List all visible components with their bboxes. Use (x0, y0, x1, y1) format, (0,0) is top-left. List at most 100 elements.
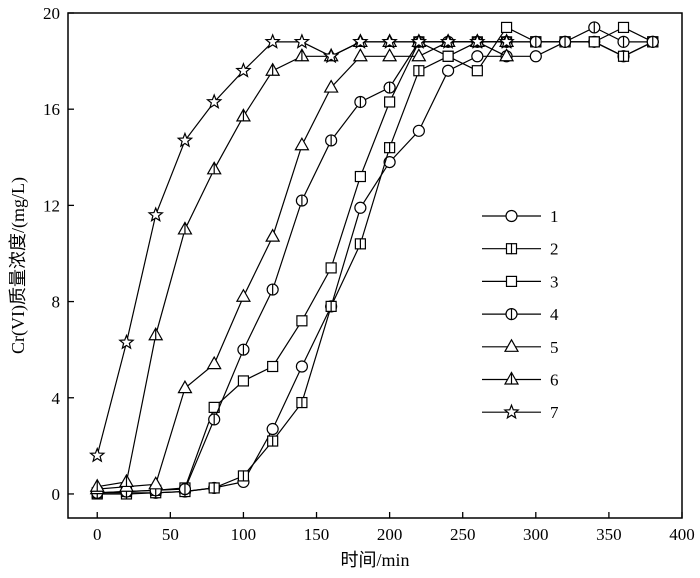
data-point (505, 275, 518, 287)
x-tick-label: 400 (669, 525, 695, 544)
data-point (503, 403, 520, 420)
y-tick-label: 4 (52, 389, 61, 408)
axes: 0 50 100 150 200 250 300 350 400048121620时间/minC… (8, 4, 695, 570)
data-point (89, 478, 105, 492)
y-tick-label: 8 (52, 293, 61, 312)
data-point (588, 36, 600, 48)
data-point (293, 33, 311, 49)
x-tick-label: 350 (596, 525, 622, 544)
data-point (325, 300, 337, 312)
data-point (439, 33, 457, 49)
legend-item: 6 (482, 371, 559, 390)
legend-label: 5 (550, 338, 559, 357)
data-point (505, 209, 518, 223)
data-point (471, 65, 483, 77)
data-point (177, 221, 193, 235)
data-point (235, 108, 251, 122)
series-line (97, 26, 653, 494)
legend-label: 7 (550, 403, 559, 422)
data-point (646, 35, 659, 48)
data-point (206, 355, 222, 370)
data-point (296, 315, 308, 327)
legend-label: 3 (550, 272, 559, 291)
data-point (237, 343, 250, 356)
data-point (237, 375, 250, 387)
series-line (97, 41, 507, 490)
y-tick-label: 20 (43, 4, 60, 23)
data-point (384, 142, 396, 154)
x-axis-label: 时间/min (340, 550, 409, 570)
data-point (176, 131, 194, 148)
legend-item: 5 (482, 338, 559, 357)
data-point (441, 64, 455, 77)
data-point (617, 50, 630, 62)
data-point (383, 81, 396, 94)
data-point (354, 170, 366, 183)
data-point (295, 360, 309, 373)
legend-label: 4 (550, 305, 559, 324)
data-point (177, 379, 193, 394)
data-point (558, 35, 572, 48)
y-tick-label: 12 (43, 196, 60, 215)
data-point (235, 288, 251, 302)
data-point (352, 33, 369, 49)
data-point (505, 243, 518, 255)
legend-item: 3 (482, 272, 559, 291)
data-point (469, 33, 486, 49)
x-tick-label: 50 (162, 525, 179, 544)
data-point (503, 338, 520, 352)
data-point (354, 95, 367, 109)
x-tick-label: 150 (304, 525, 330, 544)
legend-item: 7 (482, 403, 559, 422)
legend-label: 6 (550, 371, 559, 390)
data-point (178, 483, 192, 496)
data-point (118, 333, 135, 350)
series-2 (91, 36, 659, 500)
data-point (413, 65, 425, 77)
data-point (322, 47, 340, 64)
x-tick-label: 0 (93, 525, 102, 544)
data-point (500, 21, 513, 34)
legend-label: 1 (550, 207, 559, 226)
data-point (617, 21, 630, 34)
series-layer (88, 21, 659, 500)
data-point (148, 327, 164, 341)
data-point (208, 482, 220, 494)
data-point (410, 33, 428, 49)
data-point (382, 48, 398, 62)
data-point (265, 228, 281, 242)
data-point (617, 35, 630, 48)
data-point (383, 155, 396, 169)
series-line (96, 41, 507, 456)
y-axis-label: Cr(VI)质量浓度/(mg/L) (8, 177, 29, 354)
series-5 (89, 33, 515, 495)
series-6 (89, 33, 515, 492)
legend-item: 1 (482, 207, 559, 226)
data-point (266, 283, 279, 296)
data-point (205, 93, 223, 109)
data-point (499, 48, 515, 62)
x-tick-label: 250 (450, 525, 476, 544)
data-point (295, 194, 309, 207)
legend-label: 2 (550, 240, 559, 259)
series-1 (91, 35, 659, 499)
data-point (267, 435, 279, 447)
y-tick-label: 16 (43, 100, 60, 119)
series-line (97, 26, 654, 494)
data-point (354, 238, 366, 250)
data-point (498, 33, 515, 49)
data-point (235, 62, 252, 78)
data-point (265, 62, 281, 76)
data-point (147, 206, 164, 223)
legend: 1 2 3 4 5 6 7 (482, 207, 559, 422)
x-tick-label: 300 (523, 525, 549, 544)
legend-item: 4 (482, 305, 559, 324)
data-point (237, 470, 250, 482)
data-point (294, 137, 310, 151)
data-point (381, 33, 398, 49)
data-point (529, 35, 542, 48)
series-line (97, 41, 654, 495)
data-point (442, 50, 454, 62)
data-point (354, 201, 367, 214)
